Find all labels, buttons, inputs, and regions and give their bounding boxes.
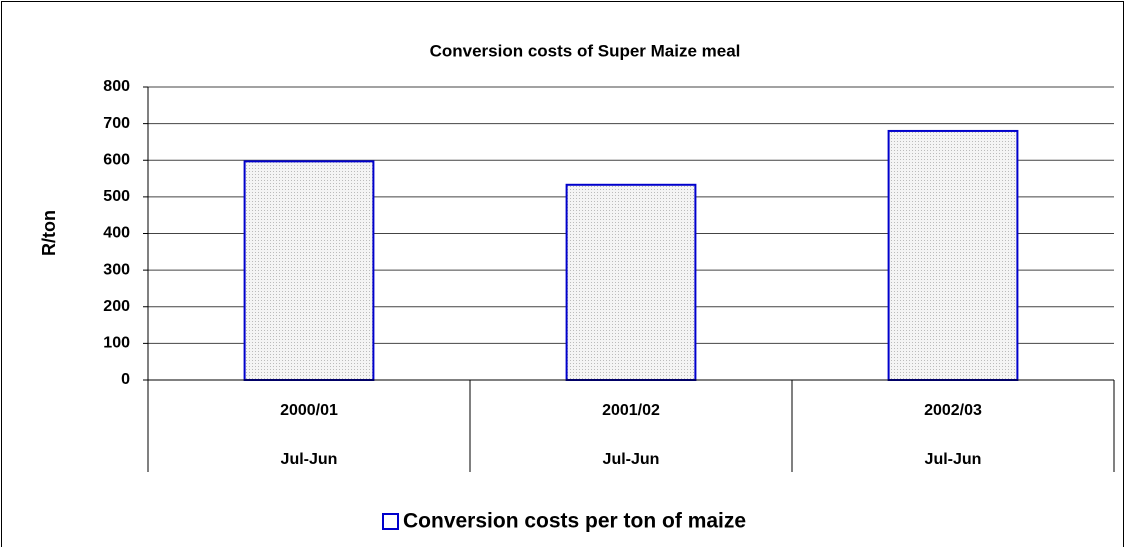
- y-tick-label: 300: [103, 261, 130, 278]
- y-tick-label: 800: [103, 78, 130, 95]
- y-tick-label: 200: [103, 298, 130, 315]
- x-subcategory-label: Jul-Jun: [925, 451, 982, 468]
- y-tick-label: 500: [103, 188, 130, 205]
- y-tick-label: 600: [103, 151, 130, 168]
- bar: [243, 160, 375, 381]
- x-tick-label: 2002/03: [924, 402, 982, 419]
- y-tick-label: 100: [103, 335, 130, 352]
- legend-swatch: [382, 513, 399, 530]
- bar: [887, 129, 1019, 381]
- x-tick-label: 2000/01: [280, 402, 338, 419]
- y-tick-label: 0: [121, 371, 130, 388]
- bar: [565, 183, 697, 381]
- legend-label: Conversion costs per ton of maize: [403, 510, 746, 533]
- x-tick-label: 2001/02: [602, 402, 660, 419]
- x-subcategory-label: Jul-Jun: [281, 451, 338, 468]
- x-subcategory-label: Jul-Jun: [603, 451, 660, 468]
- y-axis-label: R/ton: [39, 210, 59, 256]
- y-tick-label: 700: [103, 115, 130, 132]
- chart-title: Conversion costs of Super Maize meal: [430, 41, 741, 60]
- y-tick-label: 400: [103, 225, 130, 242]
